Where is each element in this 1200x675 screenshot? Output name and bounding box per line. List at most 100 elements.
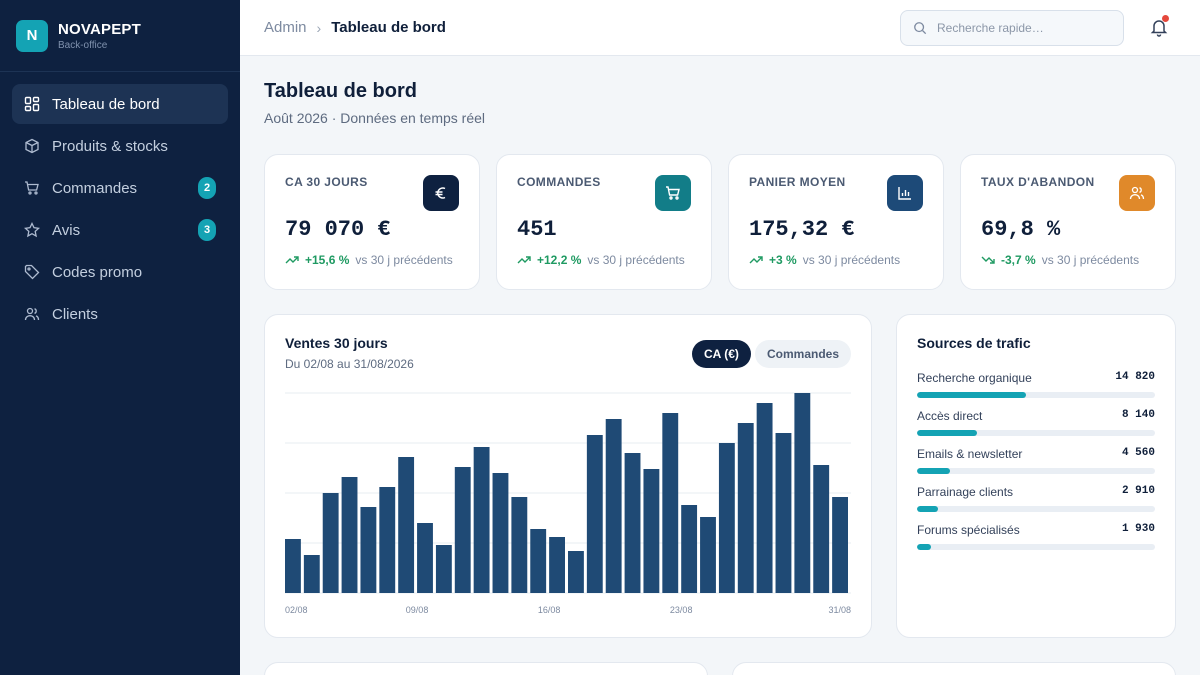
cart-icon [655,175,691,211]
chart-bar-08/08[interactable] [398,457,415,593]
sidebar-item-promo-codes[interactable]: Codes promo [12,252,228,292]
bell-icon [1150,20,1168,37]
kpi-delta: +3 % [769,253,797,267]
breadcrumb: Admin › Tableau de bord [264,19,446,36]
users-icon [1119,175,1155,211]
source-name: Recherche organique [917,371,1032,385]
source-progress-track [917,430,1155,436]
source-name: Forums spécialisés [917,523,1020,537]
source-name: Parrainage clients [917,485,1014,499]
kpi-trend: +15,6 % vs 30 j précédents [285,253,453,267]
trend-down-icon [981,256,995,264]
source-progress-fill [917,506,939,512]
sidebar-item-products[interactable]: Produits & stocks [12,126,228,166]
chart-bar-30/08[interactable] [813,465,830,593]
sidebar: N NOVAPEPT Back-office Tableau de bord P… [0,0,240,675]
chart-bar-23/08[interactable] [681,505,698,593]
sidebar-item-reviews[interactable]: Avis 3 [12,210,228,250]
source-progress-track [917,506,1155,512]
chart-bar-24/08[interactable] [700,517,716,593]
chart-bar-19/08[interactable] [605,419,622,593]
search-icon [914,22,927,35]
chart-bar-31/08[interactable] [832,497,848,593]
chart-bar-17/08[interactable] [568,551,584,593]
source-progress-track [917,392,1155,398]
quick-search[interactable] [900,10,1124,46]
chart-date-range: Du 02/08 au 31/08/2026 [285,357,414,371]
orders-count-badge: 2 [198,177,216,199]
kpi-trend: +3 % vs 30 j précédents [749,253,900,267]
sidebar-item-clients[interactable]: Clients [12,294,228,334]
chart-bar-25/08[interactable] [718,443,735,593]
chart-bar-02/08[interactable] [285,539,301,593]
chart-bar-18/08[interactable] [586,435,603,593]
kpi-comparison: vs 30 j précédents [587,253,685,267]
kpi-delta: -3,7 % [1001,253,1036,267]
kpi-card-abandon-rate: TAUX D'ABANDON 69,8 % -3,7 % vs 30 j pré… [960,154,1176,290]
chart-bar-10/08[interactable] [435,545,452,593]
euro-icon [423,175,459,211]
kpi-card-revenue: CA 30 JOURS 79 070 € +15,6 % vs 30 j pré… [264,154,480,290]
cart-icon [24,180,40,196]
traffic-source-row: Emails & newsletter 4 560 [917,447,1155,474]
kpi-trend: +12,2 % vs 30 j précédents [517,253,685,267]
source-progress-fill [917,544,932,550]
dashboard-icon [24,96,40,112]
kpi-label: TAUX D'ABANDON [981,175,1095,189]
source-name: Accès direct [917,409,983,423]
chart-bar-03/08[interactable] [303,555,320,593]
x-tick-label: 16/08 [538,605,561,615]
sidebar-item-orders[interactable]: Commandes 2 [12,168,228,208]
source-value: 1 930 [1121,523,1155,535]
trend-up-icon [517,256,531,264]
chart-bar-28/08[interactable] [775,433,792,593]
trend-up-icon [285,256,299,264]
bar-chart-icon [887,175,923,211]
chart-bar-13/08[interactable] [492,473,509,593]
kpi-trend: -3,7 % vs 30 j précédents [981,253,1139,267]
chart-bar-09/08[interactable] [417,523,433,593]
toggle-orders-button[interactable]: Commandes [755,340,852,368]
topbar: Admin › Tableau de bord [240,0,1200,56]
chart-bar-26/08[interactable] [737,423,754,593]
chart-bar-06/08[interactable] [360,507,377,593]
traffic-title: Sources de trafic [917,335,1031,351]
chart-bar-04/08[interactable] [322,493,339,593]
toggle-revenue-button[interactable]: CA (€) [692,340,751,368]
sales-chart-card: Ventes 30 jours Du 02/08 au 31/08/2026 C… [264,314,872,638]
reviews-count-badge: 3 [198,219,216,241]
traffic-sources-card: Sources de trafic Recherche organique 14… [896,314,1176,638]
chart-bar-12/08[interactable] [473,447,490,593]
notifications-button[interactable] [1148,15,1170,38]
kpi-comparison: vs 30 j précédents [1041,253,1140,267]
traffic-source-row: Accès direct 8 140 [917,409,1155,436]
chart-bar-27/08[interactable] [756,403,773,593]
x-tick-label: 02/08 [285,605,308,615]
sidebar-item-label: Avis [52,221,81,239]
kpi-value: 175,32 € [749,217,855,242]
chart-bar-21/08[interactable] [643,469,660,593]
chart-bar-16/08[interactable] [549,537,565,593]
x-tick-label: 09/08 [406,605,429,615]
chart-bar-11/08[interactable] [454,467,471,593]
source-value: 14 820 [1115,371,1155,383]
kpi-comparison: vs 30 j précédents [355,253,453,267]
page-subtitle: Août 2026 · Données en temps réel [264,110,486,126]
chart-bar-22/08[interactable] [662,413,679,593]
kpi-value: 69,8 % [981,217,1061,242]
source-value: 2 910 [1121,485,1155,497]
chart-bar-20/08[interactable] [624,453,641,593]
chart-bar-05/08[interactable] [341,477,358,593]
breadcrumb-admin-link[interactable]: Admin [264,19,307,36]
chart-bar-07/08[interactable] [379,487,396,593]
breadcrumb-separator-icon: › [316,19,322,36]
chart-title: Ventes 30 jours [285,335,388,351]
chart-bar-14/08[interactable] [511,497,528,593]
sidebar-nav: Tableau de bord Produits & stocks Comman… [0,72,240,348]
sidebar-item-dashboard[interactable]: Tableau de bord [12,84,228,124]
chart-bar-15/08[interactable] [530,529,547,593]
source-progress-track [917,468,1155,474]
chart-bar-29/08[interactable] [794,393,811,593]
search-input[interactable] [937,21,1117,35]
brand[interactable]: N NOVAPEPT Back-office [0,0,240,72]
